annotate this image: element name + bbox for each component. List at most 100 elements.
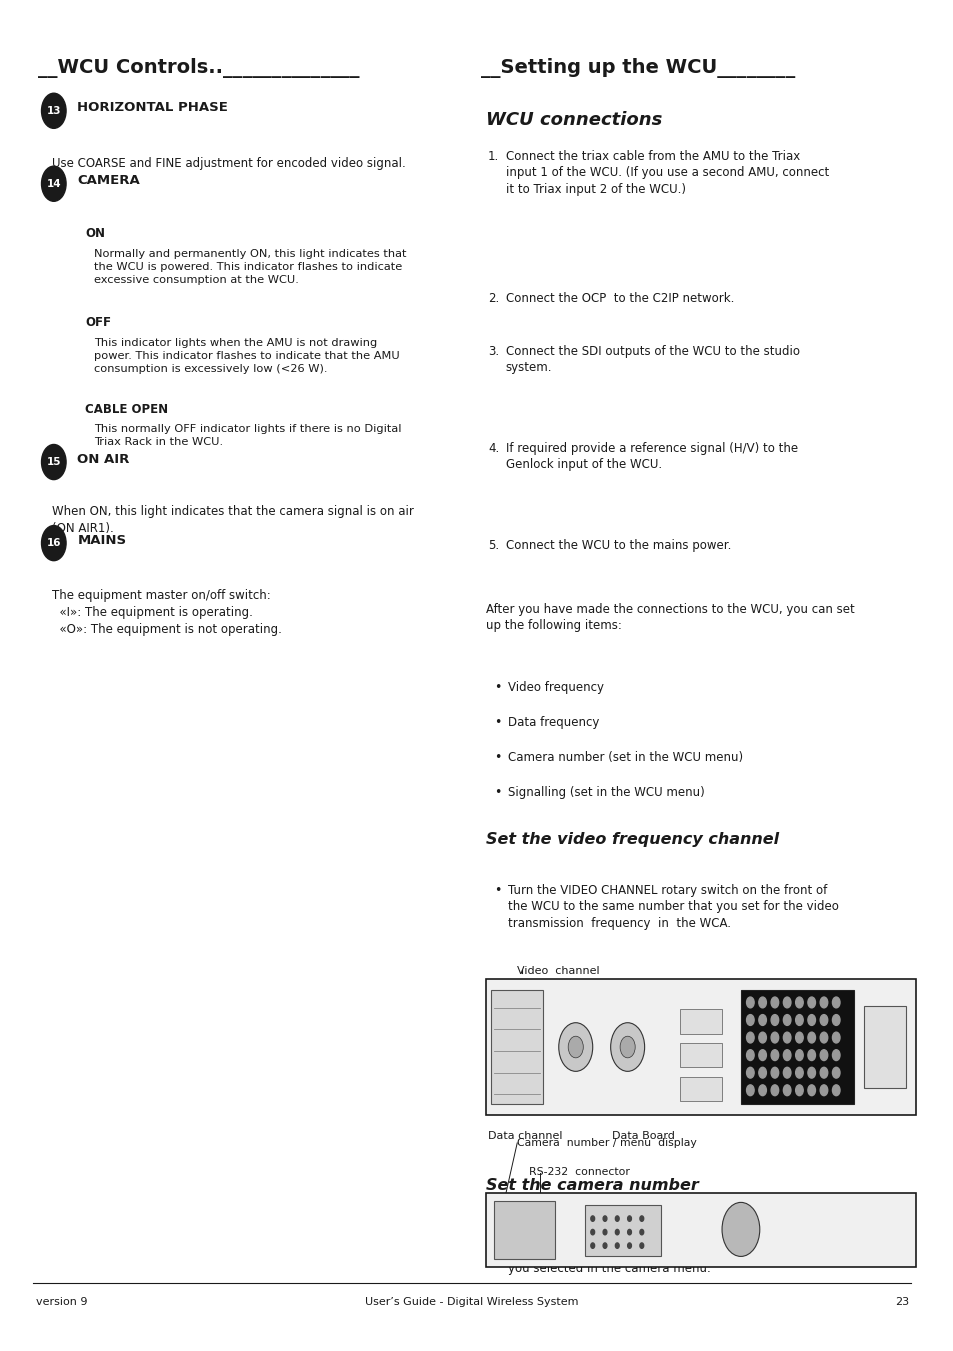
Circle shape bbox=[746, 1067, 753, 1078]
Circle shape bbox=[832, 1032, 840, 1043]
Circle shape bbox=[615, 1216, 618, 1221]
Circle shape bbox=[832, 1067, 840, 1078]
FancyBboxPatch shape bbox=[862, 1006, 905, 1088]
Text: 13: 13 bbox=[47, 105, 61, 116]
Text: •: • bbox=[494, 1056, 501, 1070]
Text: Set the camera number: Set the camera number bbox=[486, 1178, 699, 1193]
Circle shape bbox=[615, 1243, 618, 1248]
Circle shape bbox=[807, 1050, 815, 1061]
Text: Data frequency: Data frequency bbox=[507, 716, 598, 730]
Circle shape bbox=[558, 1023, 592, 1071]
Text: RS-232  connector: RS-232 connector bbox=[528, 1167, 629, 1177]
Circle shape bbox=[807, 1067, 815, 1078]
FancyBboxPatch shape bbox=[490, 990, 542, 1104]
Text: WCU connections: WCU connections bbox=[486, 111, 661, 128]
Circle shape bbox=[820, 1067, 827, 1078]
Text: Set the data frequency channel: Set the data frequency channel bbox=[486, 1005, 770, 1020]
Circle shape bbox=[820, 1085, 827, 1096]
Text: Connect the WCU to the mains power.: Connect the WCU to the mains power. bbox=[505, 539, 731, 553]
Circle shape bbox=[602, 1229, 606, 1235]
Text: •: • bbox=[494, 681, 501, 694]
Circle shape bbox=[782, 1067, 790, 1078]
Text: •: • bbox=[494, 786, 501, 800]
Circle shape bbox=[619, 1036, 635, 1058]
Text: Signalling (set in the WCU menu): Signalling (set in the WCU menu) bbox=[507, 786, 704, 800]
Text: MAINS: MAINS bbox=[77, 534, 127, 547]
Circle shape bbox=[770, 1085, 778, 1096]
Text: When ON, this light indicates that the camera signal is on air
(ON AIR1).: When ON, this light indicates that the c… bbox=[51, 505, 414, 535]
Circle shape bbox=[832, 997, 840, 1008]
Circle shape bbox=[807, 1015, 815, 1025]
Text: 23: 23 bbox=[894, 1297, 908, 1306]
Text: User’s Guide - Digital Wireless System: User’s Guide - Digital Wireless System bbox=[365, 1297, 578, 1306]
Text: The equipment master on/off switch:
  «I»: The equipment is operating.
  «O»: Th: The equipment master on/off switch: «I»:… bbox=[51, 589, 281, 636]
Circle shape bbox=[832, 1015, 840, 1025]
Circle shape bbox=[807, 997, 815, 1008]
Text: Camera  number / menu  display: Camera number / menu display bbox=[517, 1138, 697, 1147]
Text: CAMERA: CAMERA bbox=[77, 174, 140, 188]
Circle shape bbox=[746, 1015, 753, 1025]
Text: Data Board: Data Board bbox=[611, 1131, 674, 1140]
Text: •: • bbox=[494, 884, 501, 897]
Circle shape bbox=[820, 997, 827, 1008]
Circle shape bbox=[782, 1032, 790, 1043]
FancyBboxPatch shape bbox=[486, 1193, 915, 1267]
Text: __WCU Controls..______________: __WCU Controls..______________ bbox=[38, 58, 359, 78]
Text: Data channel: Data channel bbox=[487, 1131, 562, 1140]
Circle shape bbox=[795, 1067, 802, 1078]
Circle shape bbox=[795, 1015, 802, 1025]
Circle shape bbox=[42, 444, 66, 480]
Text: Camera number (set in the WCU menu): Camera number (set in the WCU menu) bbox=[507, 751, 742, 765]
Text: Set the video frequency channel: Set the video frequency channel bbox=[486, 832, 779, 847]
Circle shape bbox=[795, 1085, 802, 1096]
Circle shape bbox=[627, 1229, 631, 1235]
Text: Normally and permanently ON, this light indicates that
the WCU is powered. This : Normally and permanently ON, this light … bbox=[94, 249, 407, 285]
Text: 15: 15 bbox=[47, 457, 61, 467]
Text: version 9: version 9 bbox=[36, 1297, 88, 1306]
FancyBboxPatch shape bbox=[493, 1201, 555, 1259]
Circle shape bbox=[832, 1050, 840, 1061]
Circle shape bbox=[746, 1085, 753, 1096]
Circle shape bbox=[770, 1032, 778, 1043]
Circle shape bbox=[590, 1229, 594, 1235]
Text: This normally OFF indicator lights if there is no Digital
Triax Rack in the WCU.: This normally OFF indicator lights if th… bbox=[94, 424, 401, 447]
Text: After you have made the connections to the WCU, you can set
up the following ite: After you have made the connections to t… bbox=[486, 603, 854, 632]
Circle shape bbox=[807, 1085, 815, 1096]
Circle shape bbox=[820, 1050, 827, 1061]
Text: 16: 16 bbox=[47, 538, 61, 549]
Text: •: • bbox=[494, 1229, 501, 1243]
Text: Turn the DATA CHANNEL rotary switch on the front of
the WCU to the same number t: Turn the DATA CHANNEL rotary switch on t… bbox=[507, 1056, 832, 1102]
Circle shape bbox=[832, 1085, 840, 1096]
Circle shape bbox=[770, 1050, 778, 1061]
Circle shape bbox=[758, 1085, 765, 1096]
Text: ON: ON bbox=[85, 227, 105, 240]
Text: Use COARSE and FINE adjustment for encoded video signal.: Use COARSE and FINE adjustment for encod… bbox=[51, 157, 405, 170]
Circle shape bbox=[782, 1015, 790, 1025]
Circle shape bbox=[795, 997, 802, 1008]
Circle shape bbox=[820, 1032, 827, 1043]
Circle shape bbox=[627, 1216, 631, 1221]
Circle shape bbox=[590, 1216, 594, 1221]
Circle shape bbox=[746, 1032, 753, 1043]
FancyBboxPatch shape bbox=[584, 1205, 660, 1256]
Text: Connect the triax cable from the AMU to the Triax
input 1 of the WCU. (If you us: Connect the triax cable from the AMU to … bbox=[505, 150, 828, 196]
Text: Turn the VIDEO CHANNEL rotary switch on the front of
the WCU to the same number : Turn the VIDEO CHANNEL rotary switch on … bbox=[507, 884, 838, 929]
Text: __Setting up the WCU________: __Setting up the WCU________ bbox=[481, 58, 795, 78]
Circle shape bbox=[615, 1229, 618, 1235]
Circle shape bbox=[807, 1032, 815, 1043]
Text: 14: 14 bbox=[47, 178, 61, 189]
Circle shape bbox=[590, 1243, 594, 1248]
Circle shape bbox=[639, 1243, 643, 1248]
Circle shape bbox=[627, 1243, 631, 1248]
Text: CABLE OPEN: CABLE OPEN bbox=[85, 403, 168, 416]
Text: OFF: OFF bbox=[85, 316, 111, 330]
Text: Video frequency: Video frequency bbox=[507, 681, 603, 694]
Circle shape bbox=[639, 1216, 643, 1221]
Text: HORIZONTAL PHASE: HORIZONTAL PHASE bbox=[77, 101, 228, 115]
Text: Video  channel: Video channel bbox=[517, 966, 599, 975]
Circle shape bbox=[758, 1050, 765, 1061]
Text: 4.: 4. bbox=[487, 442, 498, 455]
FancyBboxPatch shape bbox=[679, 1077, 721, 1101]
Circle shape bbox=[602, 1243, 606, 1248]
Circle shape bbox=[758, 1015, 765, 1025]
